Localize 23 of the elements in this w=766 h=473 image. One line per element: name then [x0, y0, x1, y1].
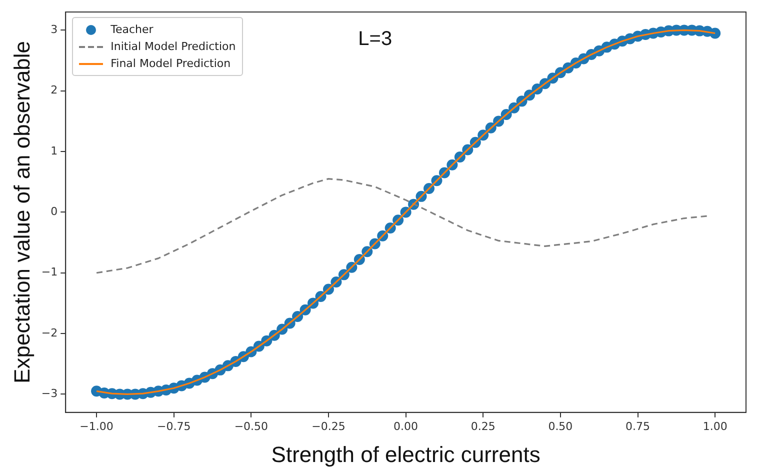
y-tick-label: 2: [50, 84, 58, 97]
legend-label: Final Model Prediction: [110, 57, 231, 70]
legend-label: Initial Model Prediction: [110, 40, 236, 53]
x-tick-label: 0.75: [626, 420, 650, 433]
y-tick-label: −2: [41, 326, 58, 340]
x-tick-label: 0.25: [470, 420, 496, 433]
x-axis-title: Strength of electric currents: [271, 442, 540, 467]
y-axis-title: Expectation value of an observable: [9, 40, 34, 384]
y-tick-label: −3: [41, 387, 58, 400]
x-tick-label: −1.00: [80, 420, 114, 433]
x-tick-label: −0.50: [234, 420, 268, 433]
y-tick-label: 1: [50, 144, 58, 158]
x-tick-label: 1.00: [702, 420, 728, 433]
x-tick-label: −0.75: [157, 420, 191, 433]
legend-label: Teacher: [110, 23, 154, 36]
x-tick-label: 0.00: [394, 420, 418, 433]
line-series: [96, 178, 710, 274]
y-tick-label: −1: [41, 266, 58, 279]
x-tick-label: 0.50: [548, 420, 573, 433]
y-tick-label: 0: [50, 205, 58, 218]
x-tick-label: −0.25: [312, 420, 346, 433]
y-tick-label: 3: [50, 23, 58, 36]
annotation: L=3: [358, 28, 392, 51]
